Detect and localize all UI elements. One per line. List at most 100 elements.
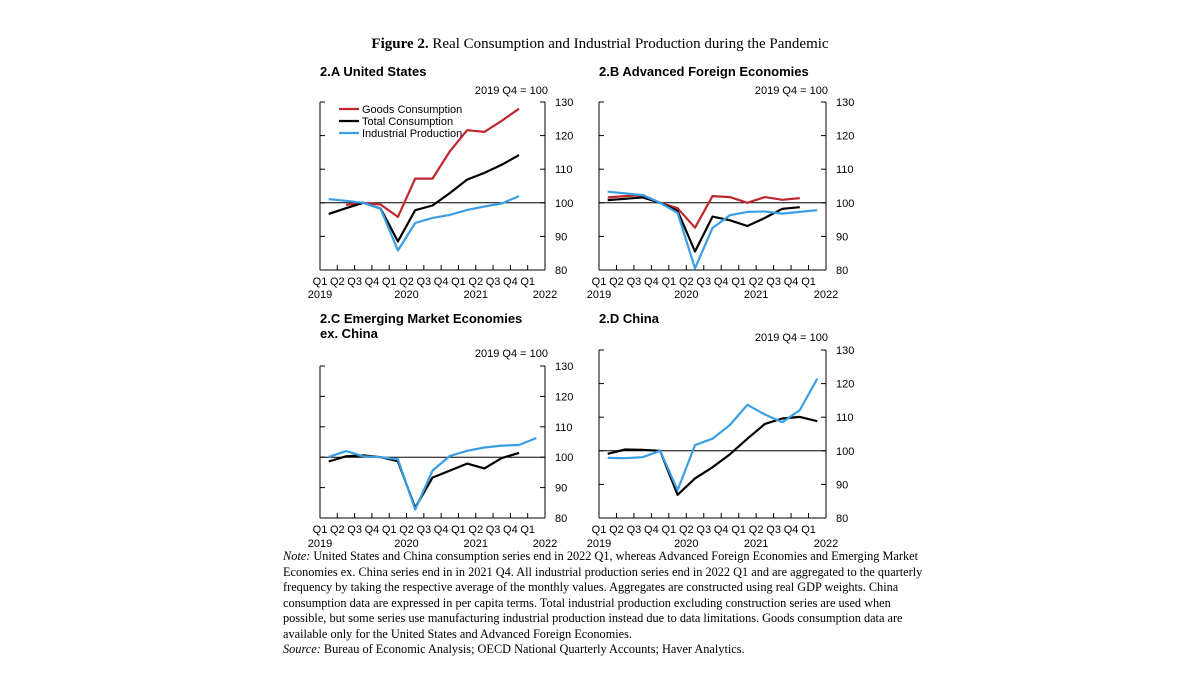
y-tick-label: 100 [555,452,573,464]
x-tick-label: Q4 [644,276,659,288]
x-year-label: 2020 [674,289,698,301]
x-tick-label: Q4 [714,276,729,288]
x-tick-label: Q1 [592,524,607,536]
x-tick-label: Q4 [503,524,518,536]
unit-label: 2019 Q4 = 100 [755,85,828,97]
series-line-industrial-production [607,378,819,492]
y-tick-label: 90 [555,231,567,243]
note-text: United States and China consumption seri… [283,549,923,641]
x-year-label: 2019 [308,289,332,301]
y-tick-label: 130 [836,97,854,109]
panel-title: 2.C Emerging Market Economies ex. China [320,311,522,341]
x-tick-label: Q3 [417,524,432,536]
panel-title-line: 2.C Emerging Market Economies [320,311,522,326]
x-tick-label: Q2 [399,276,414,288]
chart-panel-b: 2.B Advanced Foreign Economies 2019 Q4 = … [587,64,855,301]
x-tick-label: Q1 [451,276,466,288]
x-year-label: 2022 [533,538,557,550]
series-line-total-consumption [607,196,800,253]
chart-panel-c: 2.C Emerging Market Economies ex. China 20… [308,311,574,550]
panel-title: 2.D China [599,311,660,326]
x-tick-label: Q2 [749,276,764,288]
figure-notes: Note: United States and China consumptio… [283,549,923,658]
y-tick-label: 100 [555,198,573,210]
x-tick-label: Q1 [731,524,746,536]
x-tick-label: Q1 [520,276,535,288]
series-line-industrial-production [328,436,537,511]
figure-title-text: Real Consumption and Industrial Producti… [432,36,829,52]
x-tick-label: Q3 [627,524,642,536]
x-tick-label: Q3 [347,524,362,536]
y-tick-label: 80 [836,265,848,277]
x-tick-label: Q3 [696,276,711,288]
y-tick-label: 110 [555,422,573,434]
y-tick-label: 110 [836,164,854,176]
figure-label: Figure 2. [371,36,429,52]
x-tick-label: Q1 [662,524,677,536]
x-tick-label: Q2 [679,276,694,288]
x-tick-label: Q2 [468,524,483,536]
x-tick-label: Q3 [766,524,781,536]
source-label: Source: [283,642,321,656]
x-year-label: 2019 [308,538,332,550]
source-paragraph: Source: Bureau of Economic Analysis; OEC… [283,642,923,658]
x-year-label: 2022 [814,289,838,301]
note-label: Note: [283,549,311,563]
x-tick-label: Q2 [609,276,624,288]
x-tick-label: Q2 [609,524,624,536]
figure-title: Figure 2. Real Consumption and Industria… [0,36,1200,53]
y-tick-label: 130 [836,345,854,357]
x-year-label: 2019 [587,538,611,550]
y-tick-label: 110 [555,164,573,176]
x-tick-label: Q1 [313,524,328,536]
series-line-total-consumption [328,154,520,243]
x-year-label: 2021 [464,538,488,550]
x-year-label: 2021 [744,289,768,301]
x-tick-label: Q3 [347,276,362,288]
y-tick-label: 130 [555,97,573,109]
x-tick-label: Q4 [714,524,729,536]
y-tick-label: 100 [836,198,854,210]
x-tick-label: Q4 [644,524,659,536]
legend-label: Goods Consumption [362,104,462,116]
y-tick-label: 80 [555,513,567,525]
x-tick-label: Q1 [313,276,328,288]
y-tick-label: 110 [836,412,854,424]
y-tick-label: 120 [555,131,573,143]
x-tick-label: Q4 [365,276,380,288]
x-tick-label: Q4 [434,276,449,288]
x-tick-label: Q1 [801,524,816,536]
legend-label: Industrial Production [362,128,462,140]
y-tick-label: 120 [555,391,573,403]
panel-title: 2.B Advanced Foreign Economies [599,64,809,79]
chart-panel-d: 2.D China 2019 Q4 = 100 80 90 100 110 120 130 Q1… [587,311,855,550]
x-tick-label: Q2 [468,276,483,288]
x-year-label: 2022 [814,538,838,550]
x-tick-label: Q1 [451,524,466,536]
x-year-label: 2020 [674,538,698,550]
x-tick-label: Q2 [399,524,414,536]
unit-label: 2019 Q4 = 100 [755,332,828,344]
series-line-industrial-production [607,190,818,270]
x-tick-label: Q1 [520,524,535,536]
x-tick-label: Q1 [382,524,397,536]
y-tick-label: 120 [836,379,854,391]
panel-title-line: ex. China [320,326,379,341]
x-tick-label: Q1 [592,276,607,288]
source-text: Bureau of Economic Analysis; OECD Nation… [323,642,745,656]
series-line-total-consumption [328,451,520,509]
x-year-label: 2019 [587,289,611,301]
x-tick-label: Q1 [382,276,397,288]
x-year-label: 2021 [464,289,488,301]
x-tick-label: Q1 [801,276,816,288]
x-tick-label: Q3 [486,276,501,288]
x-tick-label: Q2 [330,524,345,536]
x-year-label: 2021 [744,538,768,550]
chart-panel-a: 2.A United States 2019 Q4 = 100 80 90 100 110… [308,64,574,301]
x-tick-label: Q3 [696,524,711,536]
x-tick-label: Q1 [662,276,677,288]
x-year-label: 2022 [533,289,557,301]
x-tick-label: Q4 [784,276,799,288]
x-tick-label: Q3 [766,276,781,288]
